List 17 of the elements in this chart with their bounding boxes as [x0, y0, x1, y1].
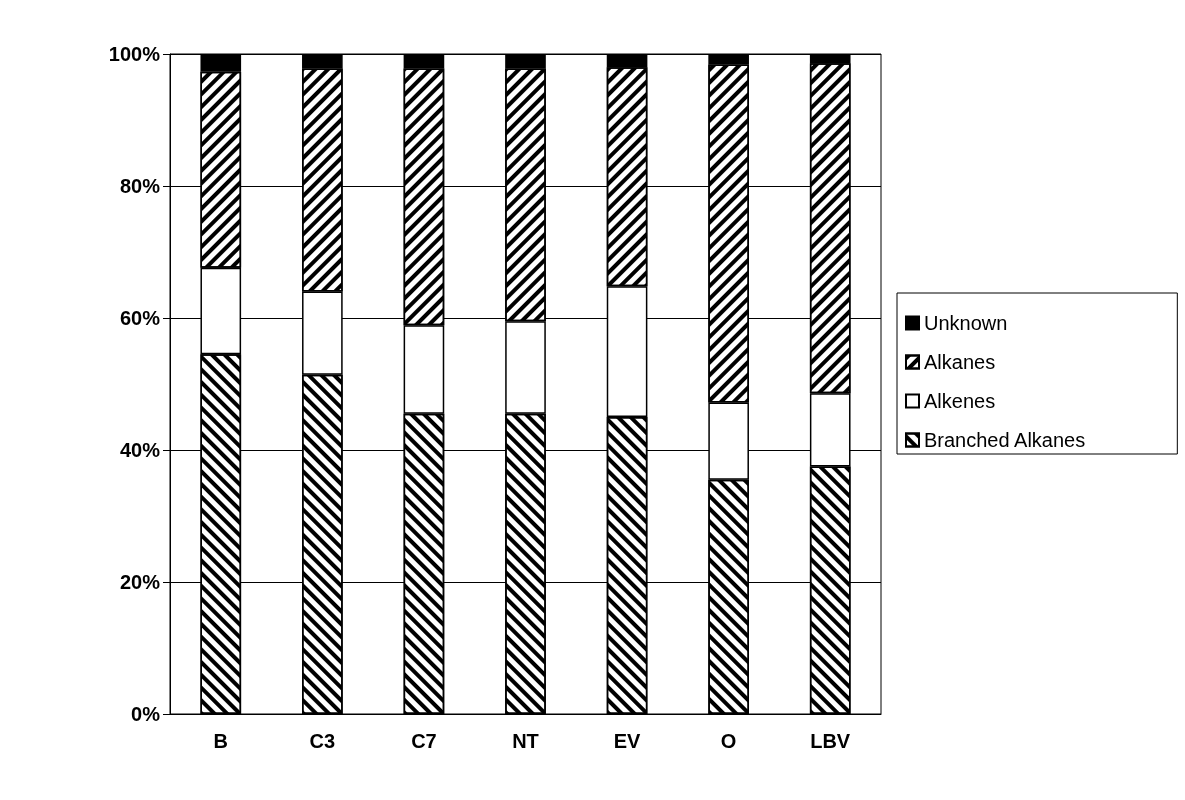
x-tick-label: C7	[411, 730, 437, 752]
y-tick-label: 0%	[131, 703, 161, 725]
x-tick-label: EV	[613, 730, 642, 752]
y-tick-label: 60%	[119, 307, 161, 329]
legend-label: Unknown	[924, 312, 1008, 334]
x-tick-label: C3	[309, 730, 336, 752]
x-tick-label: O	[720, 730, 737, 752]
x-tick-label: NT	[512, 730, 539, 752]
x-tick-label: LBV	[810, 730, 851, 752]
legend-label: Alkanes	[924, 351, 996, 373]
y-tick-label: 20%	[119, 571, 161, 593]
y-tick-label: 80%	[119, 175, 161, 197]
legend-label: Alkenes	[924, 390, 996, 412]
y-tick-label: 40%	[119, 439, 161, 461]
x-tick-label: B	[213, 730, 229, 752]
legend-label: Branched Alkanes	[924, 429, 1086, 451]
y-tick-label: 100%	[108, 43, 161, 65]
